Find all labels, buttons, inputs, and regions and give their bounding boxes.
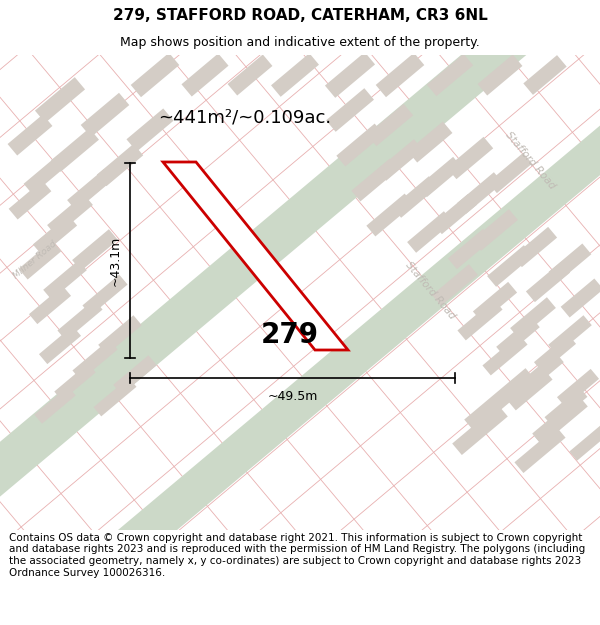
Polygon shape: [113, 355, 157, 395]
Polygon shape: [39, 326, 81, 364]
Polygon shape: [51, 128, 99, 172]
Text: ~441m²/~0.109ac.: ~441m²/~0.109ac.: [158, 108, 331, 126]
Polygon shape: [548, 244, 592, 282]
Polygon shape: [496, 318, 540, 357]
Polygon shape: [523, 55, 566, 95]
Polygon shape: [8, 181, 52, 219]
Polygon shape: [34, 386, 76, 424]
Polygon shape: [452, 405, 508, 455]
Text: ~43.1m: ~43.1m: [109, 236, 122, 286]
Polygon shape: [181, 54, 229, 96]
Polygon shape: [8, 114, 52, 156]
Polygon shape: [54, 363, 96, 401]
Polygon shape: [514, 427, 566, 473]
Polygon shape: [33, 215, 77, 255]
Polygon shape: [487, 245, 533, 287]
Polygon shape: [457, 173, 503, 214]
Polygon shape: [47, 194, 93, 236]
Polygon shape: [560, 279, 600, 318]
Polygon shape: [407, 121, 452, 162]
Polygon shape: [67, 169, 113, 211]
Polygon shape: [510, 298, 556, 339]
Polygon shape: [432, 264, 478, 306]
Polygon shape: [508, 369, 553, 411]
Polygon shape: [19, 241, 61, 279]
Text: Stafford Road: Stafford Road: [403, 259, 457, 321]
Text: Milner Road: Milner Road: [11, 239, 58, 281]
Polygon shape: [23, 156, 67, 194]
Polygon shape: [392, 176, 438, 217]
Polygon shape: [73, 0, 600, 597]
Polygon shape: [548, 315, 592, 355]
Polygon shape: [98, 315, 142, 355]
Polygon shape: [545, 388, 587, 426]
Polygon shape: [520, 352, 564, 392]
Polygon shape: [377, 139, 423, 181]
Polygon shape: [488, 153, 532, 193]
Polygon shape: [97, 144, 143, 186]
Polygon shape: [35, 77, 85, 123]
Text: 279: 279: [261, 321, 319, 349]
Polygon shape: [418, 157, 462, 197]
Polygon shape: [533, 406, 577, 444]
Polygon shape: [513, 227, 557, 267]
Polygon shape: [94, 378, 136, 416]
Polygon shape: [534, 334, 576, 372]
Polygon shape: [376, 52, 424, 98]
Polygon shape: [326, 88, 374, 132]
Polygon shape: [73, 339, 118, 381]
Text: Map shows position and indicative extent of the property.: Map shows position and indicative extent…: [120, 36, 480, 49]
Polygon shape: [352, 159, 398, 201]
Polygon shape: [337, 124, 383, 166]
Polygon shape: [72, 229, 118, 271]
Polygon shape: [472, 209, 518, 251]
Polygon shape: [58, 299, 103, 341]
Polygon shape: [433, 194, 477, 234]
Polygon shape: [482, 334, 527, 376]
Polygon shape: [478, 54, 523, 96]
Polygon shape: [227, 54, 272, 96]
Polygon shape: [473, 282, 517, 322]
Polygon shape: [127, 109, 173, 151]
Polygon shape: [0, 0, 568, 598]
Polygon shape: [532, 395, 588, 445]
Polygon shape: [82, 274, 128, 316]
Polygon shape: [526, 262, 570, 302]
Polygon shape: [271, 53, 319, 97]
Text: 279, STAFFORD ROAD, CATERHAM, CR3 6NL: 279, STAFFORD ROAD, CATERHAM, CR3 6NL: [113, 8, 487, 23]
Polygon shape: [367, 104, 413, 146]
Polygon shape: [163, 162, 348, 350]
Polygon shape: [131, 52, 179, 98]
Polygon shape: [447, 137, 493, 179]
Polygon shape: [569, 423, 600, 461]
Polygon shape: [457, 299, 503, 341]
Polygon shape: [29, 286, 71, 324]
Polygon shape: [464, 368, 536, 432]
Text: ~49.5m: ~49.5m: [268, 390, 317, 403]
Text: Stafford Road: Stafford Road: [503, 129, 557, 191]
Polygon shape: [43, 260, 87, 300]
Polygon shape: [557, 369, 599, 407]
Polygon shape: [367, 194, 413, 236]
Text: Contains OS data © Crown copyright and database right 2021. This information is : Contains OS data © Crown copyright and d…: [9, 533, 585, 578]
Polygon shape: [81, 92, 129, 138]
Polygon shape: [325, 52, 375, 98]
Polygon shape: [427, 54, 473, 96]
Polygon shape: [407, 211, 453, 252]
Polygon shape: [448, 229, 492, 269]
Text: Milner Road: Milner Road: [212, 194, 257, 246]
